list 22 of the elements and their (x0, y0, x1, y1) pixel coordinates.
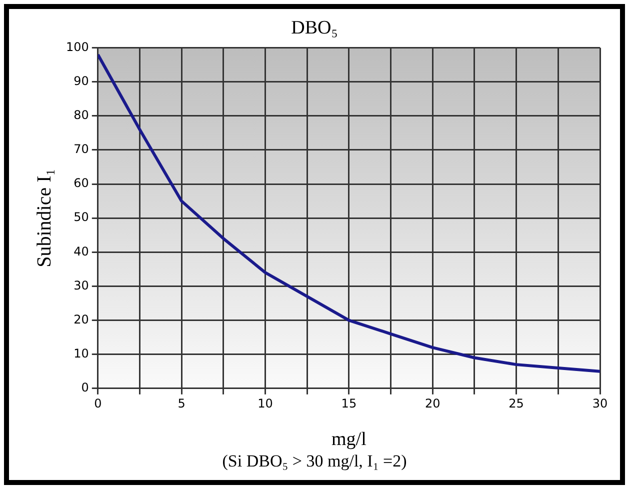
x-tick-label: 5 (178, 396, 186, 411)
y-tick-label: 10 (74, 346, 89, 360)
y-tick-label: 20 (74, 312, 89, 326)
x-tick-label: 20 (424, 396, 440, 411)
x-tick-label: 25 (508, 396, 524, 411)
y-tick-label: 0 (81, 380, 89, 395)
x-tick-label: 10 (258, 396, 273, 411)
y-tick-label: 50 (74, 210, 89, 224)
x-axis-title: mg/l (332, 429, 366, 450)
text: (Si DBO₅ > 30 mg/l, I₁ =2) (222, 451, 407, 470)
y-axis-title: Subindice I₁ (33, 168, 56, 268)
y-tick-label: 100 (66, 40, 89, 54)
chart-title: DBO₅ (291, 17, 338, 38)
x-tick-label: 0 (94, 396, 102, 411)
y-tick-label: 40 (74, 244, 89, 258)
x-tick-label: 30 (592, 396, 608, 411)
y-tick-label: 90 (74, 74, 89, 88)
y-tick-label: 60 (74, 176, 89, 190)
y-tick-label: 70 (74, 142, 89, 156)
x-tick-label: 15 (341, 396, 357, 411)
y-tick-label: 30 (74, 278, 89, 292)
y-tick-label: 80 (74, 108, 89, 122)
